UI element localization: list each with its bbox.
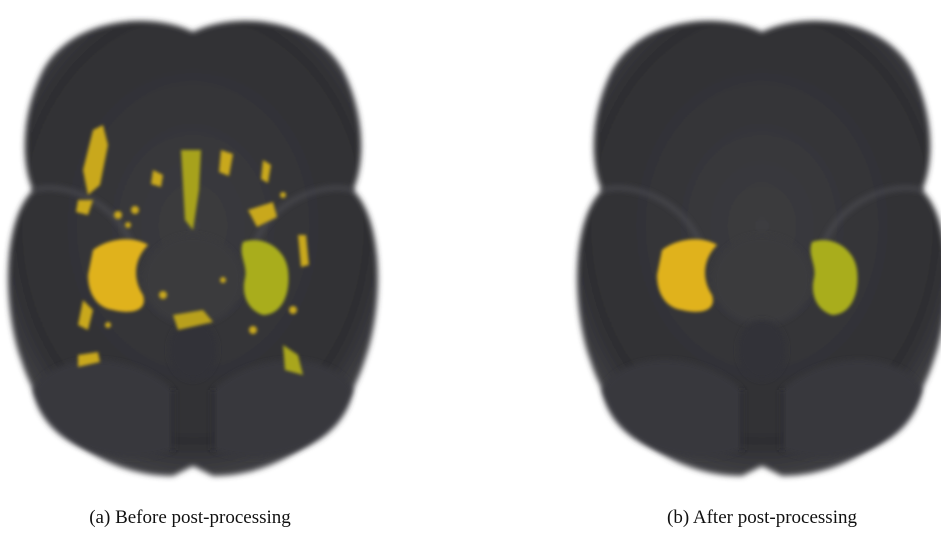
caption-b: (b) After post-processing bbox=[667, 507, 857, 529]
caption-a: (a) Before post-processing bbox=[89, 507, 291, 529]
panel-caption: Before post-processing bbox=[115, 507, 291, 528]
panel-label: (b) bbox=[667, 507, 690, 528]
panel-label: (a) bbox=[89, 507, 111, 528]
brain-after bbox=[577, 21, 941, 476]
renderings bbox=[0, 0, 941, 490]
scattered-segments bbox=[76, 125, 309, 375]
brain-before bbox=[8, 21, 378, 476]
panel-caption: After post-processing bbox=[692, 507, 857, 528]
